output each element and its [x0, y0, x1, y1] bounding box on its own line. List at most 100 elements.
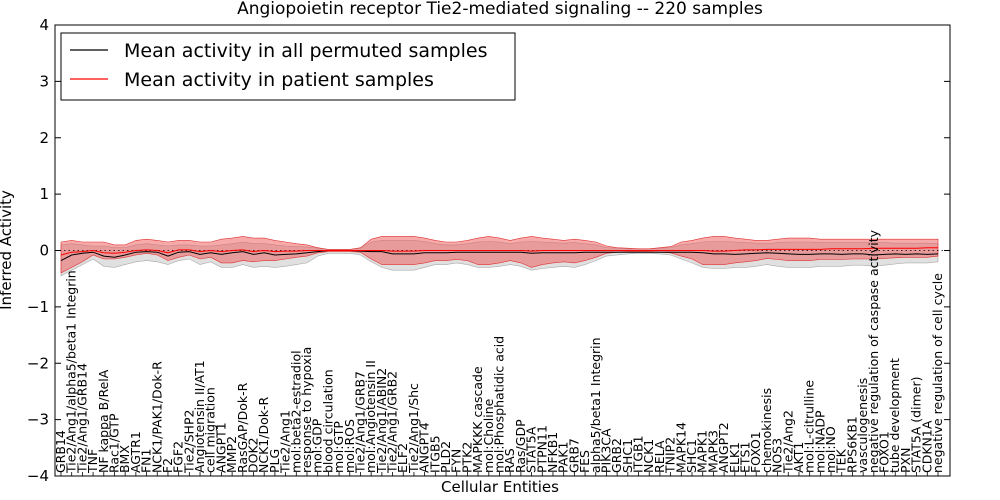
x-tick-label: ITGB1 [631, 435, 646, 473]
x-tick-label: CDKN1A [919, 420, 934, 473]
x-tick-label: MAPKKK cascade [470, 366, 485, 473]
x-tick-label: mol:L-citrulline [802, 380, 817, 473]
x-tick-label: mol:NADP [812, 410, 827, 473]
band-patient [60, 236, 939, 274]
x-tick-label: NCK1/PAK1/Dok-R [149, 361, 164, 473]
legend-box [60, 32, 516, 101]
x-tick-label: FOXO1 [877, 431, 892, 473]
x-tick-label: vasculogenesis [855, 378, 870, 473]
y-tick-label: 0 [39, 242, 49, 260]
x-tick-label: RELA [652, 440, 667, 473]
x-tick-label: PLD2 [438, 441, 453, 473]
x-tick-label: NCK1 [641, 439, 656, 473]
x-tick-label: ELF2 [395, 443, 410, 473]
x-tick-label: Tie2/Ang1/GRB7 [353, 371, 368, 474]
x-tick-label: FOXO1 [748, 431, 763, 473]
x-tick-label: FES [577, 450, 592, 473]
x-tick-label: mol:NO [823, 426, 838, 473]
x-tick-label: mol:beta2-estradiol [288, 350, 303, 473]
x-tick-label: PTK2 [459, 442, 474, 473]
chart-title: Angiopoietin receptor Tie2-mediated sign… [237, 0, 763, 19]
x-tick-label: DOK2 [246, 437, 261, 473]
x-tick-label: TNF [85, 449, 100, 474]
x-tick-label: ANGPT4 [417, 422, 432, 473]
x-tick-label: cell migration [203, 387, 218, 473]
x-tick-label: response to hypoxia [299, 347, 314, 473]
x-tick-label: GRB7 [566, 438, 581, 473]
x-tick-label: AKT1 [791, 442, 806, 473]
x-tick-label: Tie2/Ang1 [278, 410, 293, 474]
legend-label-permuted: Mean activity in all permuted samples [124, 40, 487, 62]
x-tick-label: PXN [898, 448, 913, 473]
x-tick-label: MAPK3 [705, 430, 720, 473]
legend: Mean activity in all permuted samples Me… [60, 32, 516, 101]
x-tick-label: NCK1/Dok-R [256, 397, 271, 473]
x-tick-label: Tie2/Ang1/Shc [406, 383, 421, 474]
x-tick-label: Rac1/GTP [107, 413, 122, 473]
x-tick-label: ITGB5 [427, 435, 442, 473]
x-tick-label: TEK [834, 448, 849, 474]
y-axis-label: Inferred Activity [0, 190, 15, 310]
y-tick-label: −4 [27, 467, 49, 485]
y-tick-label: 2 [39, 129, 49, 147]
x-tick-label: Ras/GDP [513, 419, 528, 473]
x-tick-label: STAT5A (dimer) [909, 377, 924, 473]
x-tick-label: alpha5/beta1 Integrin [588, 337, 603, 473]
x-tick-label: RPS6KB1 [844, 416, 859, 473]
x-tick-label: Angiotensin II/AT1 [192, 360, 207, 473]
x-tick-label: Tie2/Ang2 [780, 410, 795, 474]
x-tick-label: PLG [267, 449, 282, 473]
y-tick-label: 4 [39, 16, 49, 34]
x-tick-label: PAK1 [556, 442, 571, 473]
x-tick-label: F2 [160, 458, 175, 473]
line-patient-mean [60, 247, 938, 256]
x-tick-label: mol:Choline [481, 398, 496, 473]
x-tick-label: STAT5A [524, 426, 539, 473]
x-tick-label: NFKB1 [545, 432, 560, 473]
y-tick-label: −1 [27, 298, 49, 316]
x-tick-label: ETS1 [738, 442, 753, 473]
x-tick-label: negative regulation of cell cycle [930, 273, 945, 473]
x-tick-label: MAPK1 [695, 430, 710, 473]
x-tick-label: chemokinesis [759, 388, 774, 473]
x-tick-label: Tie2/Ang1/ABIN2 [374, 368, 389, 474]
x-tick-label: AGTR1 [128, 431, 143, 473]
x-tick-label: mol:Phosphatidic acid [492, 336, 507, 473]
x-tick-label: PTPN11 [534, 425, 549, 473]
x-tick-label: MAPK14 [673, 422, 688, 473]
x-tick-label: RasGAP/Dok-R [235, 382, 250, 473]
x-tick-label: FGF2 [171, 441, 186, 473]
x-tick-label: PIK3CA [599, 428, 614, 473]
x-tick-label: mol:Angiotensin II [363, 360, 378, 473]
y-tick-label: 3 [39, 72, 49, 90]
x-tick-label: ANGPT1 [213, 422, 228, 473]
x-tick-label: Tie2/Ang1/alpha5/beta1 Integrin [64, 270, 79, 474]
x-tick-label: SHC1 [620, 439, 635, 473]
line-permuted-mean [60, 250, 939, 262]
x-tick-label: NF kappa B/RelA [96, 369, 111, 473]
x-axis-label: Cellular Entities [441, 478, 559, 496]
y-tick-label: 1 [39, 185, 49, 203]
x-tick-label: mol:GDP [310, 418, 325, 473]
x-tick-label: Tie2/Ang1/GRB2 [385, 371, 400, 474]
x-tick-label: TNIP2 [663, 437, 678, 474]
x-tick-label: RAS [502, 448, 517, 473]
x-tick-label: GRB2 [609, 438, 624, 473]
x-tick-label: ELK1 [727, 442, 742, 473]
x-tick-label: negative regulation of caspase activity [866, 229, 881, 473]
x-tick-label: FYN [449, 449, 464, 473]
y-tick-label: −2 [27, 354, 49, 372]
x-tick-label: MMP2 [224, 436, 239, 473]
x-tick-label: ANGPT2 [716, 422, 731, 473]
series-lines [60, 247, 939, 262]
x-tick-label: GRB14 [53, 430, 68, 473]
y-axis: 4 3 2 1 0 −1 −2 −3 −4 [27, 16, 950, 485]
x-tick-label: NOS3 [770, 438, 785, 473]
x-tick-label: blood circulation [320, 369, 335, 473]
x-tick-label: BMX [117, 445, 132, 473]
x-tick-label: SHC1 [684, 439, 699, 473]
x-tick-label: Tie2/Ang1/GRB14 [74, 363, 89, 474]
legend-label-patient: Mean activity in patient samples [124, 69, 434, 91]
